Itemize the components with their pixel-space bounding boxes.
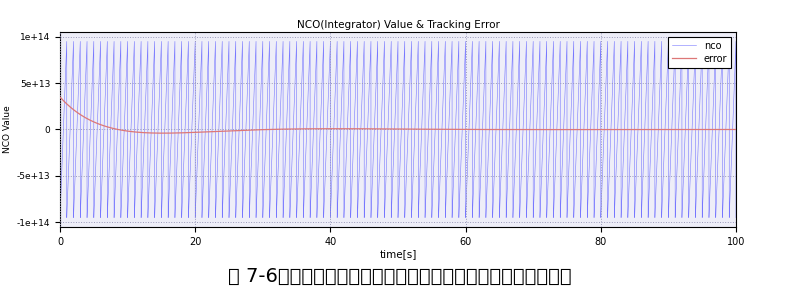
error (55, 95, 65, 99)
nco (199, 165, 209, 168)
Title: NCO(Integrator) Value & Tracking Error: NCO(Integrator) Value & Tracking Error (297, 20, 499, 30)
Text: 図 7-6：積分器出力のこぎり波形（青線）と追従誤差（赤線）: 図 7-6：積分器出力のこぎり波形（青線）と追従誤差（赤線） (228, 267, 572, 286)
error (158, 132, 168, 135)
nco (55, 216, 65, 219)
Legend: nco, error: nco, error (668, 37, 731, 68)
X-axis label: time[s]: time[s] (379, 249, 417, 260)
nco (134, 81, 144, 84)
nco (358, 55, 368, 59)
Line: nco: nco (60, 41, 736, 218)
error (199, 130, 209, 134)
error (358, 127, 368, 131)
error (555, 128, 565, 131)
nco (725, 40, 734, 43)
nco (712, 189, 722, 192)
error (731, 128, 741, 131)
error (134, 131, 144, 134)
error (712, 128, 722, 131)
Line: error: error (60, 97, 736, 133)
nco (555, 54, 565, 58)
error (95, 123, 105, 126)
nco (731, 216, 741, 219)
nco (95, 55, 105, 58)
Y-axis label: NCO Value: NCO Value (3, 106, 13, 153)
